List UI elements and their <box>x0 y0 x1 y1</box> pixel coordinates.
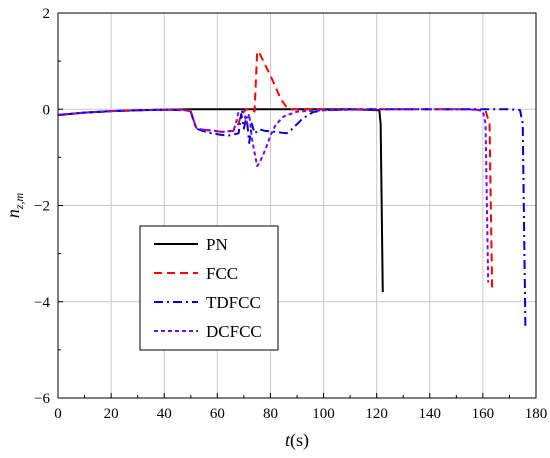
y-tick-label: 0 <box>43 102 51 118</box>
x-tick-label: 160 <box>472 406 495 422</box>
y-axis-subscript: z,m <box>12 193 26 211</box>
y-axis-var: n <box>3 209 23 218</box>
x-axis-unit: (s) <box>290 430 309 451</box>
x-tick-label: 120 <box>365 406 388 422</box>
grid-lines <box>58 13 536 398</box>
y-tick-label: −6 <box>34 391 50 407</box>
x-tick-label: 20 <box>104 406 119 422</box>
legend-label-dcfcc: DCFCC <box>206 322 262 341</box>
x-axis-label: t(s) <box>285 430 309 451</box>
series-line-tdfcc <box>57 108 527 326</box>
x-tick-label: 40 <box>157 406 172 422</box>
legend-label-pn: PN <box>206 235 228 254</box>
series-layer <box>57 50 527 326</box>
y-axis-label: nz,m <box>3 193 26 219</box>
series-line-dcfcc <box>57 108 490 283</box>
series-line-pn <box>57 108 384 293</box>
legend-label-tdfcc: TDFCC <box>206 293 261 312</box>
x-tick-label: 0 <box>54 406 62 422</box>
y-tick-label: −2 <box>34 199 50 215</box>
x-tick-label: 100 <box>312 406 335 422</box>
x-tick-label: 60 <box>210 406 225 422</box>
tick-labels: 0 20 40 60 80 100 120 140 160 180 −6 −4 −2 0 2 <box>34 6 547 422</box>
y-tick-label: 2 <box>43 6 51 22</box>
x-tick-label: 140 <box>419 406 442 422</box>
legend: PN FCC TDFCC DCFCC <box>139 225 279 351</box>
x-tick-label: 180 <box>525 406 548 422</box>
plot-frame <box>57 12 537 399</box>
y-tick-label: −4 <box>34 295 50 311</box>
legend-box <box>139 225 279 351</box>
x-tick-label: 80 <box>263 406 278 422</box>
x-axis-var: t <box>285 430 291 450</box>
legend-label-fcc: FCC <box>206 264 238 283</box>
